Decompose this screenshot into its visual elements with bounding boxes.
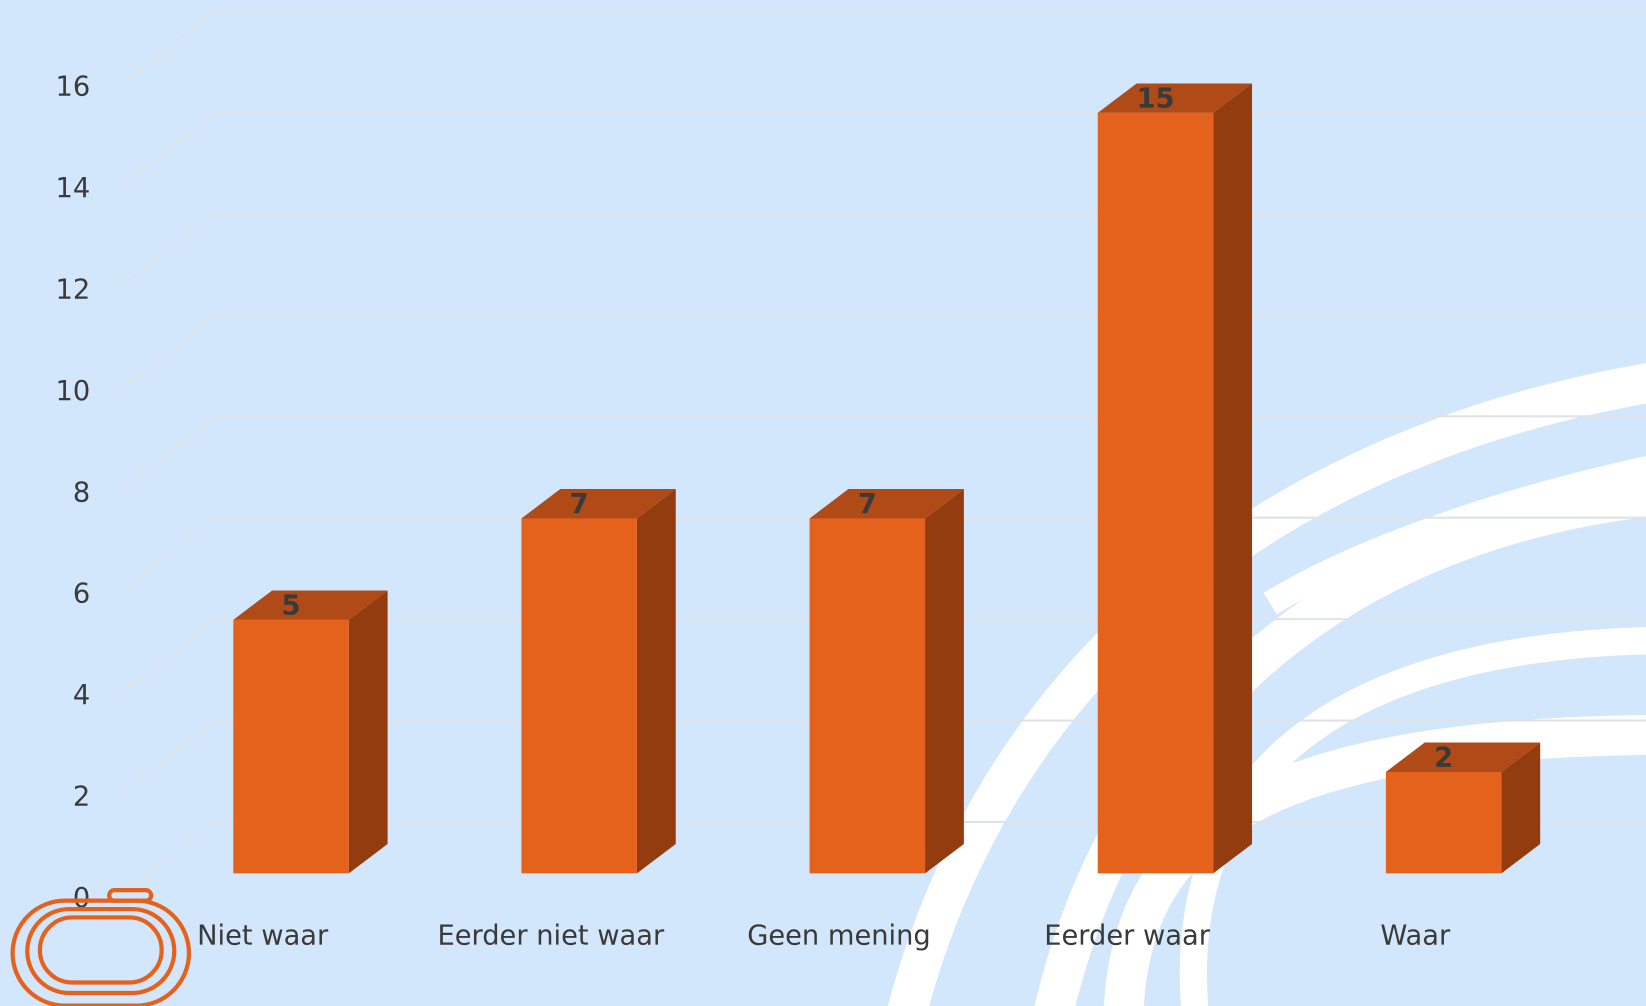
- bar-side: [348, 590, 388, 874]
- bar: [809, 518, 926, 874]
- plot: 0 2 4 6 8 10 12 14 16 Niet waar 5 Eerder niet waar…: [10, 9, 1646, 1006]
- y-tick-label: 2: [73, 782, 90, 813]
- grid: 0 2 4 6 8 10 12 14 16: [56, 9, 1646, 914]
- bars: Niet waar 5 Eerder niet waar 7 Geen mening 7 E…: [197, 83, 1541, 952]
- grid-line: [116, 314, 216, 392]
- bar-side: [636, 489, 676, 874]
- bar-top: [809, 489, 964, 519]
- x-tick-label: Eerder niet waar: [437, 921, 665, 952]
- y-tick-label: 12: [56, 275, 91, 306]
- bar-top: [1097, 83, 1253, 113]
- bar-side: [1213, 83, 1253, 874]
- grid-line: [116, 9, 216, 88]
- bar: [233, 619, 349, 874]
- grid-line: [116, 212, 216, 290]
- value-label: 5: [282, 591, 301, 622]
- y-tick-label: 0: [73, 883, 90, 914]
- bar-top: [233, 590, 388, 620]
- grid-line: [116, 719, 216, 797]
- bar: [521, 518, 637, 874]
- grid-line: [116, 111, 216, 189]
- y-tick-label: 16: [56, 72, 91, 103]
- value-label: 7: [570, 489, 589, 520]
- grid-line: [116, 516, 216, 595]
- bar-side: [1501, 742, 1541, 874]
- y-tick-label: 14: [56, 173, 91, 204]
- bar-top: [521, 489, 676, 519]
- grid-line: [116, 415, 216, 493]
- x-tick-label: Geen mening: [747, 921, 931, 952]
- grid-line: [116, 618, 216, 696]
- bar: [1385, 771, 1502, 874]
- bar-top: [1385, 742, 1541, 772]
- y-tick-label: 6: [73, 579, 90, 610]
- value-label: 15: [1136, 84, 1174, 115]
- x-tick-label: Waar: [1380, 921, 1451, 952]
- value-label: 2: [1434, 743, 1453, 774]
- bar-side: [925, 489, 964, 874]
- x-tick-label: Niet waar: [197, 921, 329, 952]
- y-tick-label: 8: [73, 477, 90, 508]
- grid-line: [116, 821, 216, 899]
- y-tick-label: 4: [73, 680, 90, 711]
- value-label: 7: [858, 489, 877, 520]
- bar: [1097, 112, 1214, 874]
- x-tick-label: Eerder waar: [1044, 921, 1210, 952]
- y-tick-label: 10: [56, 376, 91, 407]
